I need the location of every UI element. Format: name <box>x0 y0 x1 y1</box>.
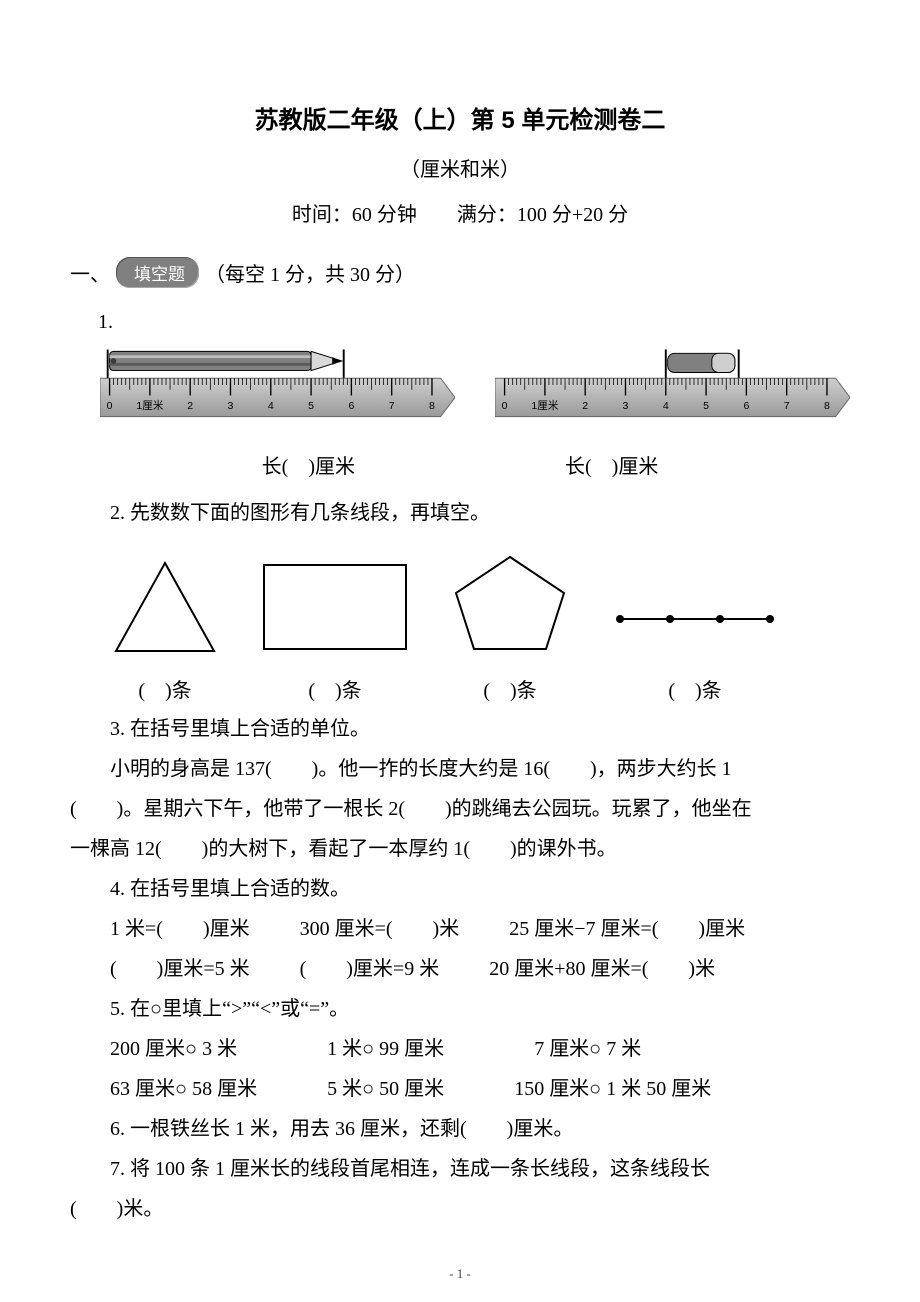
q4-r1c3: 25 厘米−7 厘米=( )厘米 <box>509 909 745 949</box>
svg-text:1厘米: 1厘米 <box>531 399 558 412</box>
q1-rulers: 0 1厘米 2 3 4 5 6 7 8 0 1厘米 2 3 4 5 6 7 8 <box>100 348 850 420</box>
svg-text:5: 5 <box>308 400 314 412</box>
shape-label-4: ( )条 <box>610 674 780 703</box>
svg-text:7: 7 <box>784 400 790 412</box>
triangle-cell: ( )条 <box>110 559 220 703</box>
q5-r1c1: 200 厘米○ 3 米 <box>110 1029 237 1069</box>
svg-text:0: 0 <box>502 400 508 412</box>
q1-left-label: 长( )厘米 <box>262 450 355 479</box>
svg-text:3: 3 <box>228 400 234 412</box>
shape-label-1: ( )条 <box>110 674 220 703</box>
q4-r1c1: 1 米=( )厘米 <box>110 909 250 949</box>
svg-text:4: 4 <box>663 400 669 412</box>
ruler-left: 0 1厘米 2 3 4 5 6 7 8 <box>100 378 455 416</box>
pentagon-icon <box>450 553 570 655</box>
fill-blank-badge: 填空题 <box>116 257 199 288</box>
segment-cell: ( )条 <box>610 559 780 703</box>
page-number: - 1 - <box>0 1266 920 1282</box>
svg-text:2: 2 <box>187 400 193 412</box>
q2-shapes: ( )条 ( )条 ( )条 ( )条 <box>110 553 850 703</box>
q5-r2c1: 63 厘米○ 58 厘米 <box>110 1069 257 1109</box>
svg-text:7: 7 <box>389 400 395 412</box>
section-1-head: 一、 填空题 （每空 1 分，共 30 分） <box>70 257 850 288</box>
segment-dots-icon <box>610 559 780 655</box>
q4-r2c1: ( )厘米=5 米 <box>110 949 250 989</box>
q5-line1: 5. 在○里填上“>”“<”或“=”。 <box>70 989 850 1029</box>
q1-right-label: 长( )厘米 <box>565 450 658 479</box>
svg-text:0: 0 <box>107 400 113 412</box>
q4-r2c3: 20 厘米+80 厘米=( )米 <box>489 949 715 989</box>
q4-r2c2: ( )厘米=9 米 <box>300 949 440 989</box>
q5-r2c2: 5 米○ 50 厘米 <box>327 1069 444 1109</box>
svg-text:6: 6 <box>348 400 354 412</box>
q5-r1c3: 7 厘米○ 7 米 <box>534 1029 641 1069</box>
q5-row1: 200 厘米○ 3 米 1 米○ 99 厘米 7 厘米○ 7 米 <box>70 1029 850 1069</box>
q4-r1c2: 300 厘米=( )米 <box>300 909 460 949</box>
shape-label-3: ( )条 <box>450 674 570 703</box>
eraser-icon <box>666 349 739 382</box>
q1-number: 1. <box>70 302 850 342</box>
q4-row2: ( )厘米=5 米 ( )厘米=9 米 20 厘米+80 厘米=( )米 <box>70 949 850 989</box>
doc-title: 苏教版二年级（上）第 5 单元检测卷二 <box>70 100 850 135</box>
doc-subtitle: （厘米和米） <box>70 153 850 182</box>
q3-line3: ( )。星期六下午，他带了一根长 2( )的跳绳去公园玩。玩累了，他坐在 <box>70 789 850 829</box>
rectangle-icon <box>260 559 410 655</box>
svg-text:3: 3 <box>623 400 629 412</box>
q6-text: 6. 一根铁丝长 1 米，用去 36 厘米，还剩( )厘米。 <box>70 1109 850 1149</box>
svg-text:2: 2 <box>582 400 588 412</box>
q5-r2c3: 150 厘米○ 1 米 50 厘米 <box>514 1069 711 1109</box>
q3-line2: 小明的身高是 137( )。他一拃的长度大约是 16( )，两步大约长 1 <box>70 749 850 789</box>
q5-r1c2: 1 米○ 99 厘米 <box>327 1029 444 1069</box>
triangle-icon <box>110 559 220 655</box>
svg-text:1厘米: 1厘米 <box>136 399 163 412</box>
pencil-icon <box>108 349 344 382</box>
q4-line1: 4. 在括号里填上合适的数。 <box>70 869 850 909</box>
q3-line1: 3. 在括号里填上合适的单位。 <box>70 709 850 749</box>
ruler-right: 0 1厘米 2 3 4 5 6 7 8 <box>495 378 850 416</box>
q7-line2: ( )米。 <box>70 1189 850 1229</box>
q7-line1: 7. 将 100 条 1 厘米长的线段首尾相连，连成一条长线段，这条线段长 <box>70 1149 850 1189</box>
svg-text:8: 8 <box>824 400 830 412</box>
ruler-with-pencil: 0 1厘米 2 3 4 5 6 7 8 <box>100 348 455 420</box>
q5-row2: 63 厘米○ 58 厘米 5 米○ 50 厘米 150 厘米○ 1 米 50 厘… <box>70 1069 850 1109</box>
q1-answers: 长( )厘米 长( )厘米 <box>70 450 850 479</box>
section-prefix: 一、 <box>70 258 110 287</box>
svg-text:4: 4 <box>268 400 274 412</box>
doc-meta: 时间：60 分钟 满分：100 分+20 分 <box>70 198 850 227</box>
rectangle-cell: ( )条 <box>260 559 410 703</box>
q2-text: 2. 先数数下面的图形有几条线段，再填空。 <box>70 493 850 533</box>
page: 苏教版二年级（上）第 5 单元检测卷二 （厘米和米） 时间：60 分钟 满分：1… <box>0 0 920 1302</box>
svg-text:5: 5 <box>703 400 709 412</box>
pentagon-cell: ( )条 <box>450 553 570 703</box>
ruler-with-eraser: 0 1厘米 2 3 4 5 6 7 8 <box>495 348 850 420</box>
q4-row1: 1 米=( )厘米 300 厘米=( )米 25 厘米−7 厘米=( )厘米 <box>70 909 850 949</box>
section-suffix: （每空 1 分，共 30 分） <box>205 258 415 287</box>
svg-text:6: 6 <box>743 400 749 412</box>
shape-label-2: ( )条 <box>260 674 410 703</box>
svg-text:8: 8 <box>429 400 435 412</box>
q3-line4: 一棵高 12( )的大树下，看起了一本厚约 1( )的课外书。 <box>70 829 850 869</box>
